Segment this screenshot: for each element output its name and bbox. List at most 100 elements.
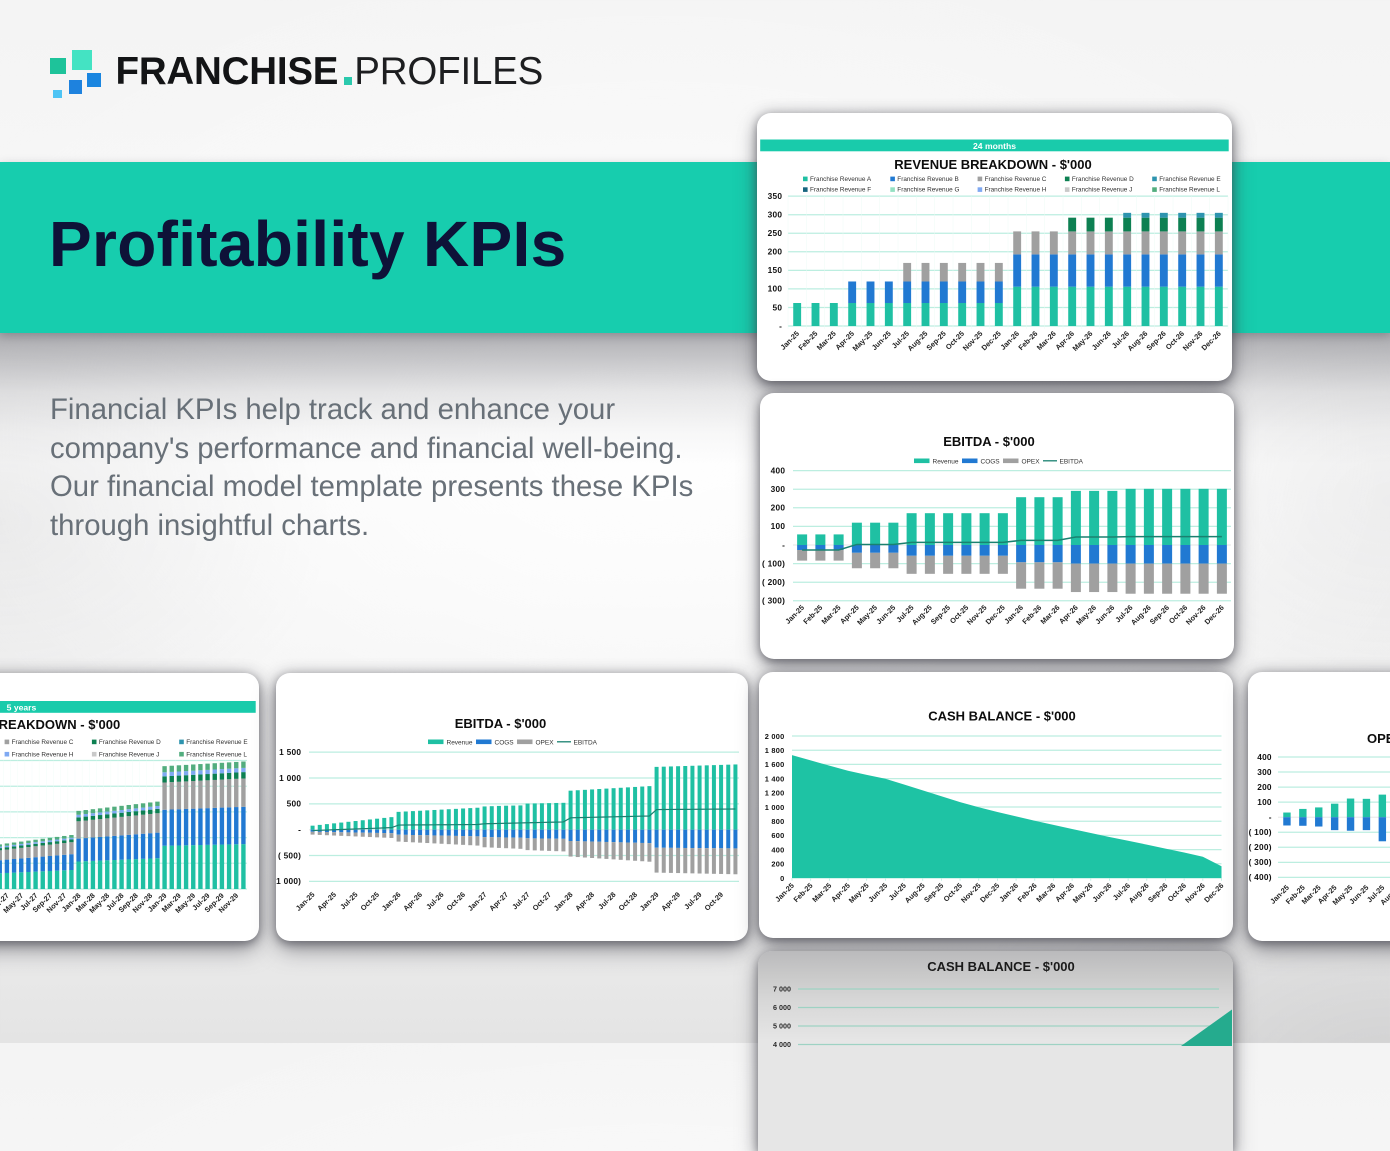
svg-text:Mar-26: Mar-26 (1035, 329, 1058, 352)
svg-text:Apr-25: Apr-25 (315, 890, 338, 913)
svg-text:Feb-25: Feb-25 (797, 329, 820, 352)
svg-text:100: 100 (770, 521, 785, 531)
svg-text:EBITDA - $'000: EBITDA - $'000 (943, 434, 1034, 449)
svg-text:Franchise Revenue H: Franchise Revenue H (985, 187, 1047, 194)
svg-text:24 months: 24 months (973, 141, 1016, 151)
svg-text:Jan-28: Jan-28 (552, 890, 575, 913)
svg-text:150: 150 (768, 265, 783, 275)
svg-text:5 years: 5 years (7, 702, 37, 712)
svg-text:200: 200 (1257, 782, 1272, 792)
svg-text:Franchise Revenue L: Franchise Revenue L (186, 751, 247, 758)
svg-text:Sep-25: Sep-25 (925, 329, 948, 352)
svg-text:Mar-26: Mar-26 (1034, 881, 1057, 904)
svg-text:200: 200 (771, 860, 784, 869)
svg-text:Sep-25: Sep-25 (928, 603, 951, 626)
svg-text:Feb-26: Feb-26 (1020, 603, 1043, 626)
svg-text:Apr-26: Apr-26 (401, 890, 424, 913)
svg-text:Feb-26: Feb-26 (1017, 329, 1040, 352)
svg-text:Feb-25: Feb-25 (791, 881, 814, 904)
svg-text:Franchise Revenue C: Franchise Revenue C (985, 176, 1047, 183)
svg-text:Nov-25: Nov-25 (961, 329, 985, 353)
svg-text:4 000: 4 000 (773, 1040, 791, 1049)
svg-text:Dec-26: Dec-26 (1200, 329, 1223, 352)
svg-text:1 600: 1 600 (764, 760, 784, 769)
svg-text:1 800: 1 800 (764, 746, 784, 755)
svg-text:50: 50 (773, 302, 783, 312)
svg-text:5 000: 5 000 (773, 1022, 791, 1031)
svg-text:Jun-26: Jun-26 (1090, 329, 1113, 352)
svg-text:OPEX - $'000: OPEX - $'000 (1367, 731, 1390, 746)
svg-text:300: 300 (768, 210, 783, 220)
svg-text:1 400: 1 400 (764, 774, 784, 783)
svg-text:Oct-27: Oct-27 (531, 890, 553, 912)
svg-text:Oct-26: Oct-26 (445, 890, 467, 912)
svg-text:Franchise Revenue D: Franchise Revenue D (99, 739, 161, 746)
svg-text:Nov-25: Nov-25 (959, 881, 983, 905)
svg-text:400: 400 (1257, 752, 1272, 762)
svg-text:Feb-25: Feb-25 (801, 603, 824, 626)
svg-text:Sep-25: Sep-25 (922, 881, 945, 904)
svg-text:300: 300 (770, 484, 785, 494)
svg-text:6 000: 6 000 (773, 1003, 791, 1012)
svg-text:Franchise Revenue J: Franchise Revenue J (99, 751, 159, 758)
svg-text:Franchise Revenue J: Franchise Revenue J (1072, 187, 1132, 194)
svg-text:Jul-28: Jul-28 (596, 890, 617, 911)
svg-text:Apr-27: Apr-27 (487, 890, 510, 913)
svg-text:-: - (779, 321, 782, 331)
svg-text:( 300): ( 300) (762, 595, 785, 605)
svg-text:( 100): ( 100) (762, 558, 785, 568)
svg-text:CASH BALANCE - $'000: CASH BALANCE - $'000 (927, 959, 1075, 974)
svg-text:1 500: 1 500 (279, 746, 301, 756)
svg-text:REVENUE BREAKDOWN - $'000: REVENUE BREAKDOWN - $'000 (894, 157, 1091, 172)
svg-text:Franchise Revenue E: Franchise Revenue E (186, 739, 247, 746)
svg-text:Jul-26: Jul-26 (424, 890, 445, 911)
svg-text:200: 200 (770, 502, 785, 512)
svg-text:Dec-25: Dec-25 (980, 329, 1003, 352)
svg-text:EBITDA: EBITDA (574, 739, 598, 746)
svg-text:1 200: 1 200 (764, 789, 784, 798)
svg-text:Jan-25: Jan-25 (773, 881, 796, 904)
svg-text:Apr-28: Apr-28 (573, 890, 596, 913)
svg-text:REVENUE BREAKDOWN - $'000: REVENUE BREAKDOWN - $'000 (0, 717, 120, 732)
svg-text:600: 600 (771, 831, 784, 840)
svg-text:100: 100 (768, 284, 783, 294)
svg-text:Jun-25: Jun-25 (866, 881, 889, 904)
svg-text:Dec-26: Dec-26 (1202, 881, 1225, 904)
svg-text:Sep-26: Sep-26 (1145, 329, 1168, 352)
svg-text:OPEX: OPEX (1021, 458, 1040, 465)
svg-text:Franchise Revenue B: Franchise Revenue B (897, 176, 958, 183)
svg-text:Jan-29: Jan-29 (638, 890, 661, 913)
svg-text:7 000: 7 000 (773, 985, 791, 994)
svg-text:Aug-25: Aug-25 (909, 603, 933, 627)
svg-text:-: - (1268, 812, 1271, 822)
svg-text:250: 250 (768, 228, 783, 238)
svg-text:400: 400 (771, 845, 784, 854)
svg-text:(1 000): (1 000) (276, 876, 301, 886)
svg-text:Franchise Revenue E: Franchise Revenue E (1159, 176, 1220, 183)
svg-text:Jan-27: Jan-27 (466, 890, 489, 913)
svg-text:Apr-29: Apr-29 (659, 890, 682, 913)
svg-text:Oct-25: Oct-25 (359, 890, 381, 912)
svg-text:Mar-25: Mar-25 (819, 603, 842, 626)
svg-text:Oct-29: Oct-29 (703, 890, 725, 912)
svg-text:May-26: May-26 (1070, 881, 1094, 905)
svg-text:350: 350 (768, 191, 783, 201)
svg-text:Dec-26: Dec-26 (1202, 603, 1225, 626)
svg-text:Revenue: Revenue (932, 458, 958, 465)
svg-text:Franchise Revenue H: Franchise Revenue H (12, 751, 74, 758)
svg-text:Franchise Revenue L: Franchise Revenue L (1159, 187, 1220, 194)
svg-text:Aug-26: Aug-26 (1126, 329, 1150, 353)
svg-text:( 200): ( 200) (762, 577, 785, 587)
svg-text:Jun-26: Jun-26 (1090, 881, 1113, 904)
svg-text:Aug-26: Aug-26 (1126, 881, 1150, 905)
svg-text:Oct-28: Oct-28 (617, 890, 639, 912)
svg-text:Jul-25: Jul-25 (338, 890, 359, 911)
svg-text:EBITDA - $'000: EBITDA - $'000 (455, 716, 546, 731)
svg-text:500: 500 (287, 798, 302, 808)
svg-text:Jan-25: Jan-25 (779, 329, 802, 352)
svg-text:400: 400 (770, 465, 785, 475)
svg-text:( 400): ( 400) (1248, 872, 1271, 882)
svg-text:OPEX: OPEX (536, 739, 555, 746)
svg-text:Jul-29: Jul-29 (682, 890, 703, 911)
svg-text:May-26: May-26 (1074, 603, 1098, 627)
